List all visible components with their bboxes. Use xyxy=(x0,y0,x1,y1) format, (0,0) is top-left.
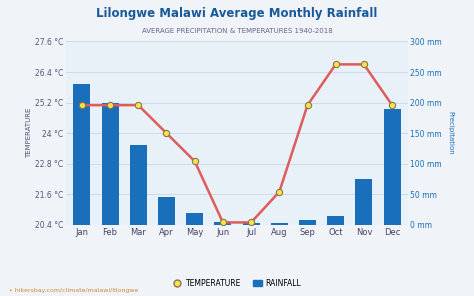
Bar xyxy=(243,223,260,225)
Text: AVERAGE PRECIPITATION & TEMPERATURES 1940-2018: AVERAGE PRECIPITATION & TEMPERATURES 194… xyxy=(142,28,332,34)
Bar xyxy=(214,222,231,225)
Text: • hikersbay.com/climate/malawi/lilongwe: • hikersbay.com/climate/malawi/lilongwe xyxy=(9,288,139,293)
Bar xyxy=(327,216,344,225)
Bar xyxy=(383,109,401,225)
Bar xyxy=(271,223,288,225)
Y-axis label: TEMPERATURE: TEMPERATURE xyxy=(27,108,32,158)
Legend: TEMPERATURE, RAINFALL: TEMPERATURE, RAINFALL xyxy=(170,276,304,291)
Bar xyxy=(130,145,147,225)
Bar xyxy=(101,103,118,225)
Text: Lilongwe Malawi Average Monthly Rainfall: Lilongwe Malawi Average Monthly Rainfall xyxy=(96,7,378,20)
Bar xyxy=(356,179,373,225)
Bar xyxy=(158,197,175,225)
Bar xyxy=(299,220,316,225)
Bar xyxy=(73,84,91,225)
Bar xyxy=(186,213,203,225)
Y-axis label: Precipitation: Precipitation xyxy=(448,111,454,155)
